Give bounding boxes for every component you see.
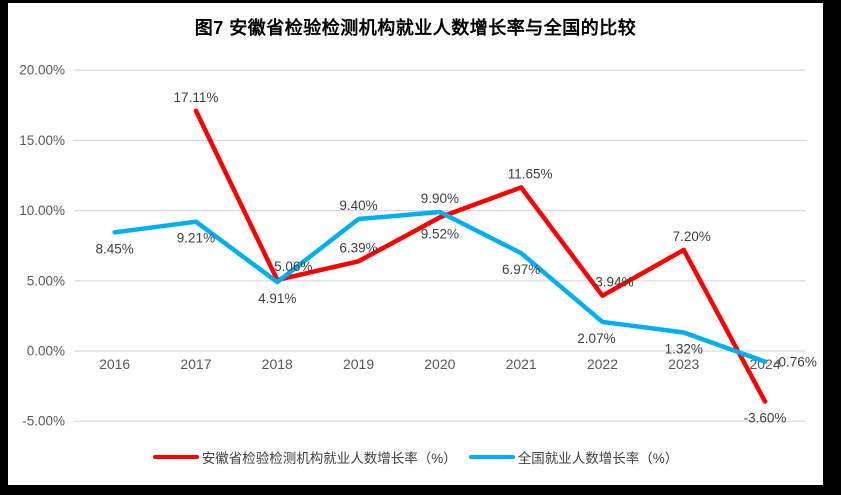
chart-title: 图7 安徽省检验检测机构就业人数增长率与全国的比较: [194, 18, 637, 38]
chart-legend: 安徽省检验检测机构就业人数增长率（%） 全国就业人数增长率（%）: [8, 447, 823, 467]
y-axis-tick-label: 5.00%: [27, 273, 65, 288]
data-label: 9.21%: [177, 231, 215, 246]
red-line-swatch: [152, 454, 199, 460]
chart-plot-area: 20.00% 15.00% 10.00% 5.00% 0.00% -5.00% 2016 20…: [19, 63, 817, 429]
y-axis-tick-label: 20.00%: [19, 63, 65, 78]
data-label: 7.20%: [673, 229, 711, 244]
x-axis-tick-label: 2022: [587, 356, 618, 372]
legend-item-anhui: 安徽省检验检测机构就业人数增长率（%）: [152, 447, 457, 467]
legend-label-anhui: 安徽省检验检测机构就业人数增长率（%）: [201, 451, 457, 466]
series-line-1: [112, 209, 768, 364]
x-axis-tick-label: 2023: [668, 356, 699, 372]
data-label: 17.11%: [174, 90, 219, 105]
chart-card: 图7 安徽省检验检测机构就业人数增长率与全国的比较 20.00% 15.00% 10…: [8, 3, 823, 485]
legend-item-national: 全国就业人数增长率（%）: [468, 447, 679, 467]
x-axis-tick-label: 2016: [99, 356, 130, 372]
data-label: 6.97%: [502, 262, 540, 277]
x-axis-tick-label: 2018: [262, 356, 293, 372]
data-label: 11.65%: [508, 166, 553, 181]
x-axis-tick-label: 2017: [180, 356, 211, 372]
y-axis-tick-label: 0.00%: [27, 344, 65, 359]
blue-line-swatch: [468, 454, 515, 460]
data-label: -3.60%: [744, 411, 787, 426]
data-label: 2.07%: [577, 331, 615, 346]
series-line-0: [193, 108, 768, 404]
data-label: 9.40%: [339, 198, 377, 213]
data-label: -0.76%: [774, 355, 817, 370]
x-axis-tick-label: 2020: [424, 356, 455, 372]
data-label: 8.45%: [96, 241, 134, 256]
x-axis-tick-label: 2021: [506, 356, 537, 372]
data-label: 5.06%: [274, 259, 312, 274]
y-axis-tick-label: 10.00%: [19, 203, 65, 218]
data-label: 6.39%: [339, 240, 377, 255]
x-axis-tick-label: 2019: [343, 356, 374, 372]
y-axis-tick-label: -5.00%: [22, 414, 65, 429]
data-label: 9.52%: [421, 226, 459, 241]
y-axis-tick-label: 15.00%: [19, 133, 65, 148]
data-label: 3.94%: [595, 275, 633, 290]
data-label: 9.90%: [421, 191, 459, 206]
data-label: 4.91%: [258, 291, 296, 306]
data-label: 1.32%: [665, 341, 703, 356]
legend-label-national: 全国就业人数增长率（%）: [517, 451, 679, 466]
